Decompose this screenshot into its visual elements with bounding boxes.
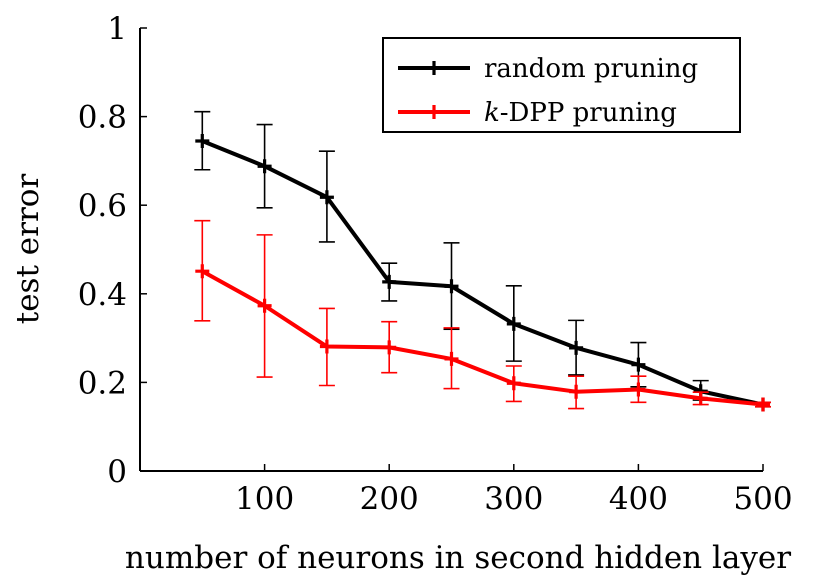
y-tick-label: 0.2	[78, 365, 127, 401]
data-point	[756, 397, 770, 412]
x-tick-label: 200	[360, 481, 419, 517]
y-tick-label: 0.8	[78, 100, 127, 136]
data-point	[631, 357, 646, 372]
data-point	[693, 391, 708, 406]
x-tick-label: 100	[235, 481, 294, 517]
y-tick-label: 0.4	[78, 277, 127, 313]
x-tick-label: 400	[609, 481, 668, 517]
x-axis-label: number of neurons in second hidden layer	[125, 540, 791, 576]
legend: random pruning k-DPP pruning	[382, 37, 741, 133]
legend-label-italic: k	[484, 98, 500, 128]
legend-marker	[427, 61, 441, 75]
data-point	[195, 264, 210, 279]
data-point	[569, 340, 584, 355]
y-tick-label: 1	[107, 11, 127, 47]
data-point	[382, 340, 397, 355]
legend-label: random pruning	[484, 54, 698, 84]
series-line	[201, 269, 764, 407]
legend-marker	[427, 105, 441, 119]
data-point	[382, 274, 397, 289]
legend-label-text: random pruning	[484, 54, 698, 84]
data-point	[506, 376, 521, 391]
series-layer	[194, 110, 771, 412]
y-axis-label: test error	[10, 174, 46, 325]
data-point	[319, 190, 334, 205]
data-point	[569, 384, 584, 399]
data-point	[319, 339, 334, 354]
series-k-dpp-pruning	[194, 219, 771, 412]
series-line	[201, 139, 764, 407]
data-point	[257, 298, 272, 313]
legend-label: k-DPP pruning	[484, 98, 677, 128]
data-point	[195, 133, 210, 148]
legend-box	[382, 37, 741, 133]
data-point	[631, 382, 646, 397]
y-tick-label: 0	[107, 454, 127, 490]
x-tick-label: 500	[733, 481, 792, 517]
axes: 100 200 300 400 500 0 0.2 0.4 0.6 0.8 1	[78, 11, 793, 517]
data-point	[444, 279, 459, 294]
data-point	[257, 159, 272, 174]
data-point	[506, 316, 521, 331]
y-tick-label: 0.6	[78, 188, 127, 224]
data-point	[444, 351, 459, 366]
series-random-pruning	[194, 110, 771, 412]
legend-label-text: -DPP pruning	[500, 98, 677, 128]
x-tick-label: 300	[484, 481, 543, 517]
